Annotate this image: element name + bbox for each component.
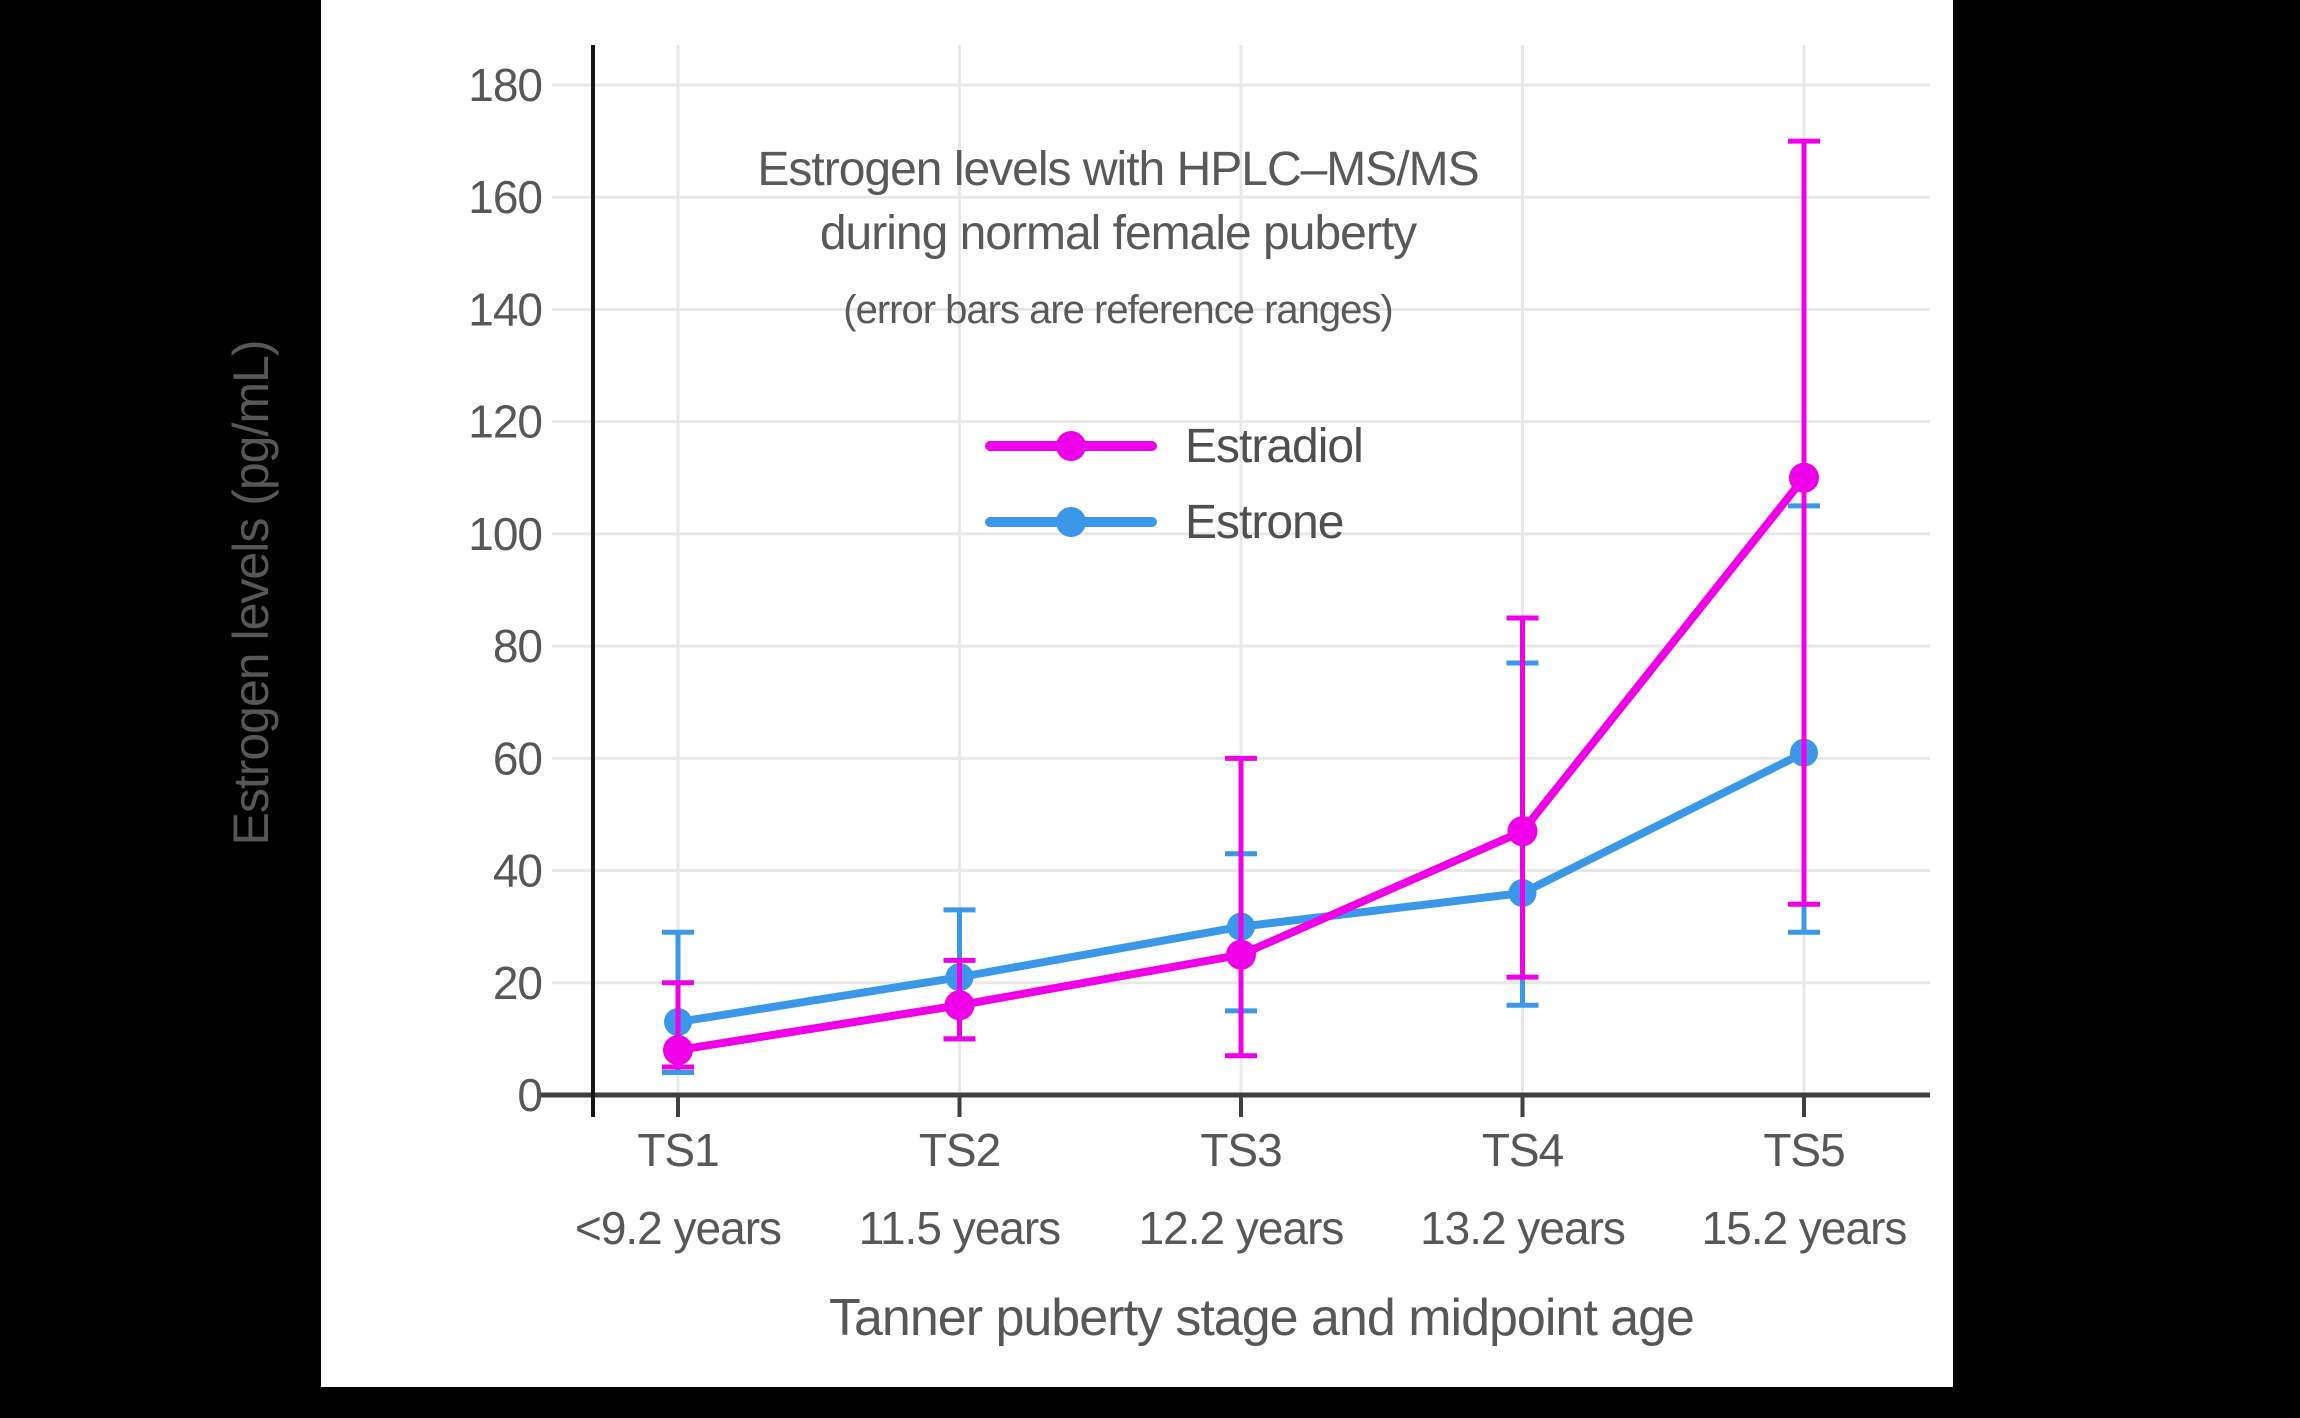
chart-title-line1: Estrogen levels with HPLC–MS/MS [757, 143, 1479, 196]
estrone-line-marker-swatch [985, 506, 1157, 538]
estradiol-line-marker-swatch [985, 430, 1157, 462]
y-tick-label: 120 [468, 396, 542, 448]
y-tick-label: 160 [468, 171, 542, 223]
x-tick-label: TS3 [1200, 1124, 1281, 1176]
x-tick-sublabel-age: 12.2 years [1139, 1202, 1344, 1254]
legend: Estradiol Estrone [985, 408, 1364, 560]
legend-label-estradiol: Estradiol [1185, 419, 1364, 473]
x-tick-label: TS4 [1482, 1124, 1564, 1176]
y-tick-label: 80 [493, 620, 542, 672]
legend-item-estrone: Estrone [985, 484, 1363, 560]
y-axis-label: Estrogen levels (pg/mL) [223, 340, 279, 845]
y-tick-label: 180 [468, 59, 542, 111]
x-tick-label: TS5 [1763, 1124, 1844, 1176]
x-tick-sublabel-age: <9.2 years [575, 1202, 781, 1254]
estradiol-data-point [944, 990, 975, 1021]
estradiol-data-point [1507, 816, 1538, 847]
estradiol-data-point [663, 1035, 693, 1066]
estradiol-data-point [1226, 939, 1256, 970]
y-tick-label: 60 [493, 732, 542, 784]
estradiol-data-point [1789, 462, 1819, 493]
x-tick-label: TS1 [637, 1124, 718, 1176]
x-tick-label: TS2 [919, 1124, 1000, 1176]
x-tick-sublabel-age: 15.2 years [1702, 1202, 1907, 1254]
legend-item-estradiol: Estradiol [985, 408, 1364, 484]
legend-label-estrone: Estrone [1185, 495, 1344, 549]
chart-title-line2: during normal female puberty [819, 207, 1417, 260]
y-tick-label: 100 [468, 508, 542, 560]
x-tick-sublabel-age: 13.2 years [1420, 1202, 1625, 1254]
y-tick-label: 40 [493, 845, 542, 897]
y-tick-label: 20 [493, 957, 542, 1009]
y-tick-label: 140 [468, 283, 542, 335]
chart-subtitle: (error bars are reference ranges) [843, 288, 1393, 332]
x-axis-label: Tanner puberty stage and midpoint age [829, 1289, 1695, 1347]
chart-title: Estrogen levels with HPLC–MS/MS during n… [593, 138, 1643, 266]
x-tick-sublabel-age: 11.5 years [859, 1202, 1060, 1254]
y-tick-label: 0 [517, 1069, 542, 1121]
